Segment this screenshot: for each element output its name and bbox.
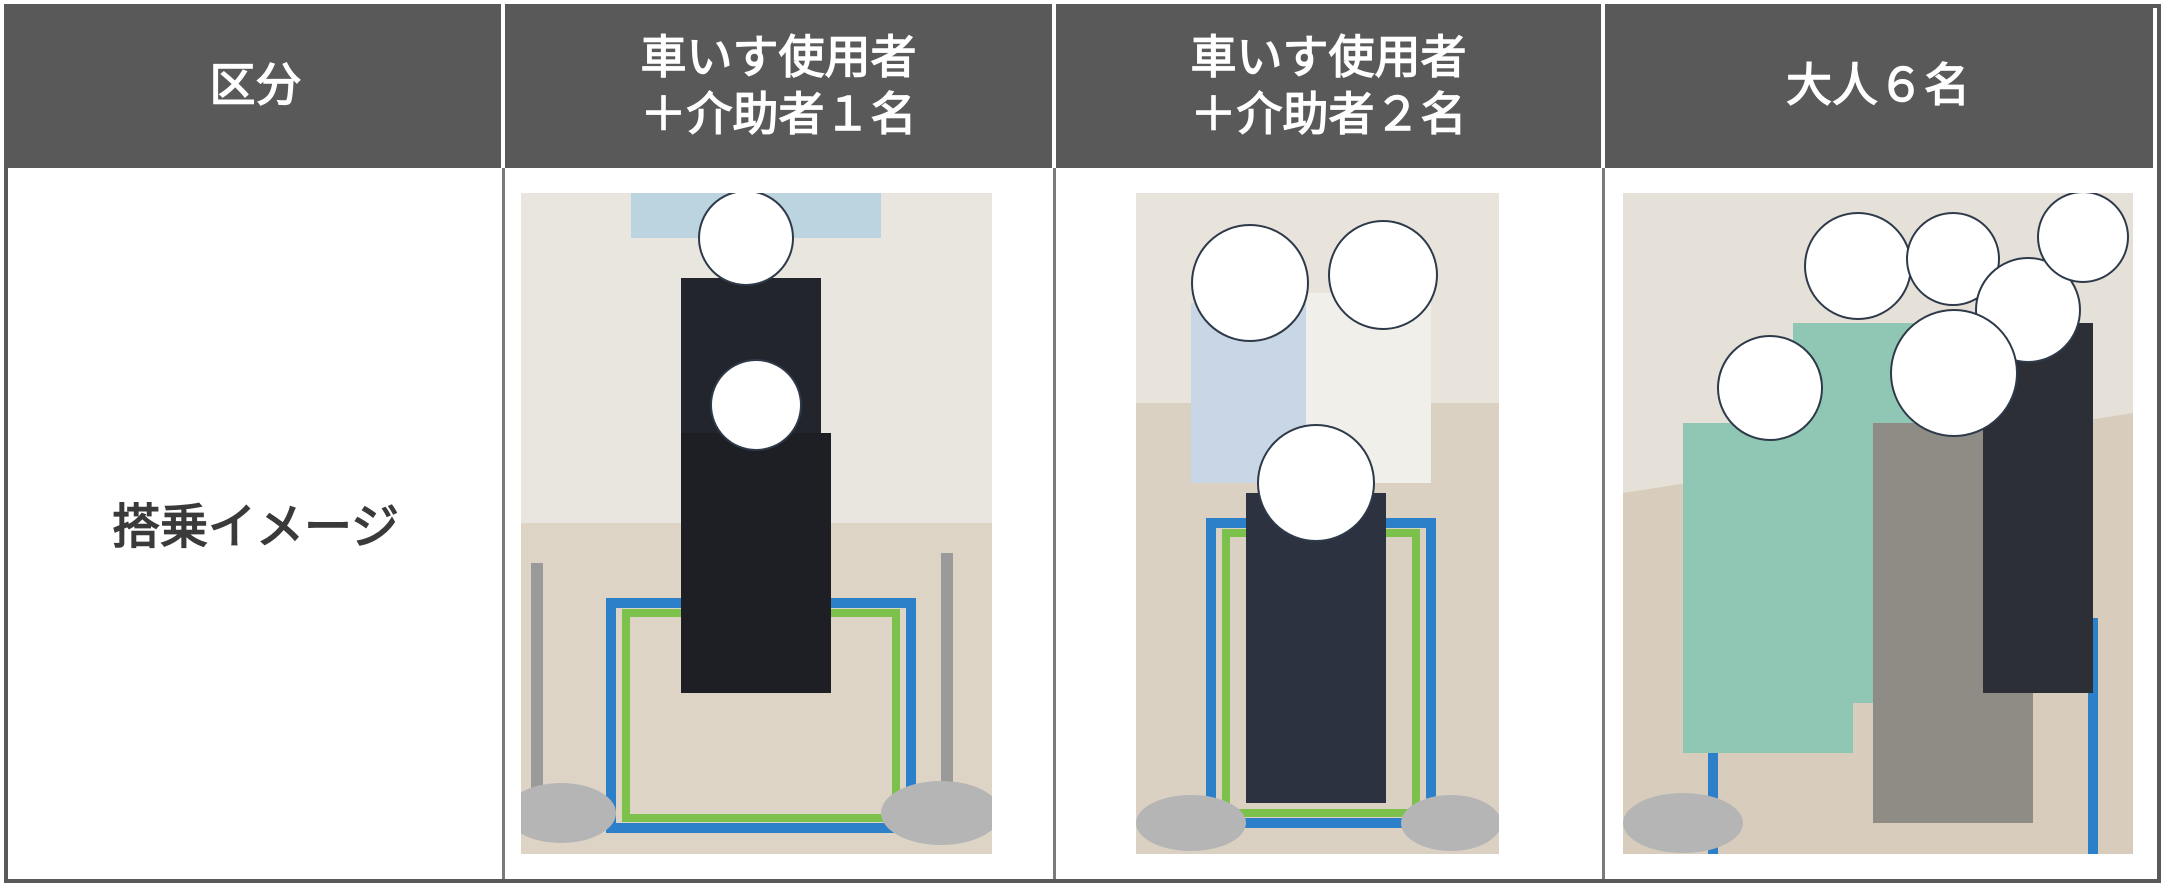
header-text: 車いす使用者 [640, 29, 917, 84]
cell-divider [1053, 168, 1056, 879]
header-text: ＋介助者２名 [1190, 87, 1467, 141]
photo [521, 193, 992, 854]
header-cell: 車いす使用者 ＋介助者２名 [1054, 4, 1603, 168]
cell-divider [502, 168, 505, 879]
header-text: 大人６名 [1786, 58, 1970, 113]
row-label: 搭乗イメージ [111, 498, 400, 555]
header-cell: 車いす使用者 ＋介助者１名 [503, 4, 1054, 168]
header-text: 区分 [209, 58, 302, 113]
photo [1623, 193, 2133, 854]
header-text: 車いす使用者 [1190, 29, 1467, 84]
photo [1136, 193, 1499, 854]
header-cell: 区分 [8, 4, 503, 168]
header-text: ＋介助者１名 [640, 87, 917, 141]
cell-divider [1602, 168, 1605, 879]
header-cell: 大人６名 [1603, 4, 2153, 168]
